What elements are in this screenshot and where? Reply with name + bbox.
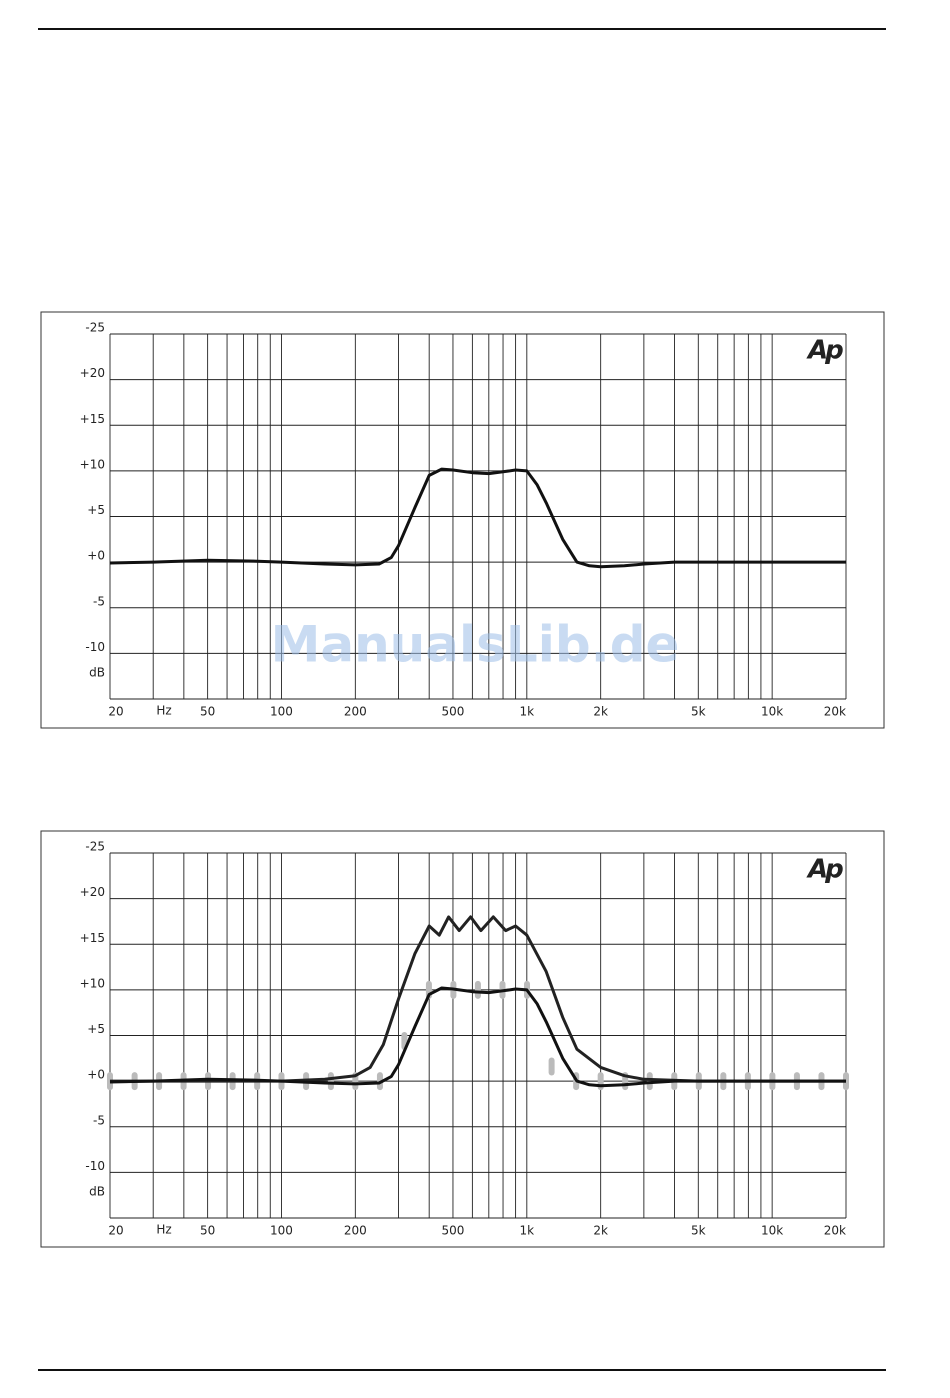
response-line	[110, 915, 846, 1083]
chart-frame	[40, 830, 885, 1248]
chart-frame	[40, 311, 885, 729]
y-axis-label: dB	[89, 666, 105, 680]
y-tick-label: +0	[87, 1068, 105, 1082]
y-axis-label: dB	[89, 1185, 105, 1199]
y-tick-label: +10	[80, 976, 105, 990]
x-tick-label: 10k	[761, 705, 783, 719]
y-tick-label: -5	[93, 1113, 105, 1127]
x-tick-label: 500	[442, 705, 465, 719]
x-tick-label: 20	[108, 705, 123, 719]
x-tick-label: 100	[270, 705, 293, 719]
y-tick-label: -10	[85, 640, 105, 654]
x-tick-label: 2k	[593, 705, 608, 719]
x-tick-label: 2k	[593, 1224, 608, 1238]
x-tick-label: 100	[270, 1224, 293, 1238]
y-tick-label: +20	[80, 366, 105, 380]
y-tick-label: +20	[80, 885, 105, 899]
y-tick-label: -25	[85, 840, 105, 854]
y-tick-label: -5	[93, 594, 105, 608]
x-tick-label: 5k	[691, 1224, 706, 1238]
response-line	[109, 986, 846, 1088]
y-tick-label: +15	[80, 412, 105, 426]
y-tick-label: -10	[85, 1159, 105, 1173]
x-tick-label: 20	[108, 1224, 123, 1238]
x-tick-label: 200	[344, 705, 367, 719]
logo: Ap	[806, 336, 843, 366]
y-tick-label: +0	[87, 549, 105, 563]
y-tick-label: +5	[87, 503, 105, 517]
logo: Ap	[806, 855, 843, 885]
x-tick-label: 200	[344, 1224, 367, 1238]
y-tick-label: +5	[87, 1022, 105, 1036]
y-tick-label: -25	[85, 321, 105, 335]
x-tick-label: 50	[200, 1224, 215, 1238]
x-tick-label: 10k	[761, 1224, 783, 1238]
y-tick-label: +15	[80, 931, 105, 945]
watermark: ManualsLib.de	[271, 616, 680, 674]
x-tick-label: 5k	[691, 705, 706, 719]
x-tick-label: 1k	[520, 705, 535, 719]
y-tick-label: +10	[80, 457, 105, 471]
x-tick-label: 50	[200, 705, 215, 719]
x-tick-label: 20k	[824, 1224, 846, 1238]
x-tick-label: 20k	[824, 705, 846, 719]
x-tick-label: 500	[442, 1224, 465, 1238]
x-axis-label: Hz	[156, 1223, 171, 1237]
response-line	[109, 467, 846, 569]
x-axis-label: Hz	[156, 704, 171, 718]
x-tick-label: 1k	[520, 1224, 535, 1238]
